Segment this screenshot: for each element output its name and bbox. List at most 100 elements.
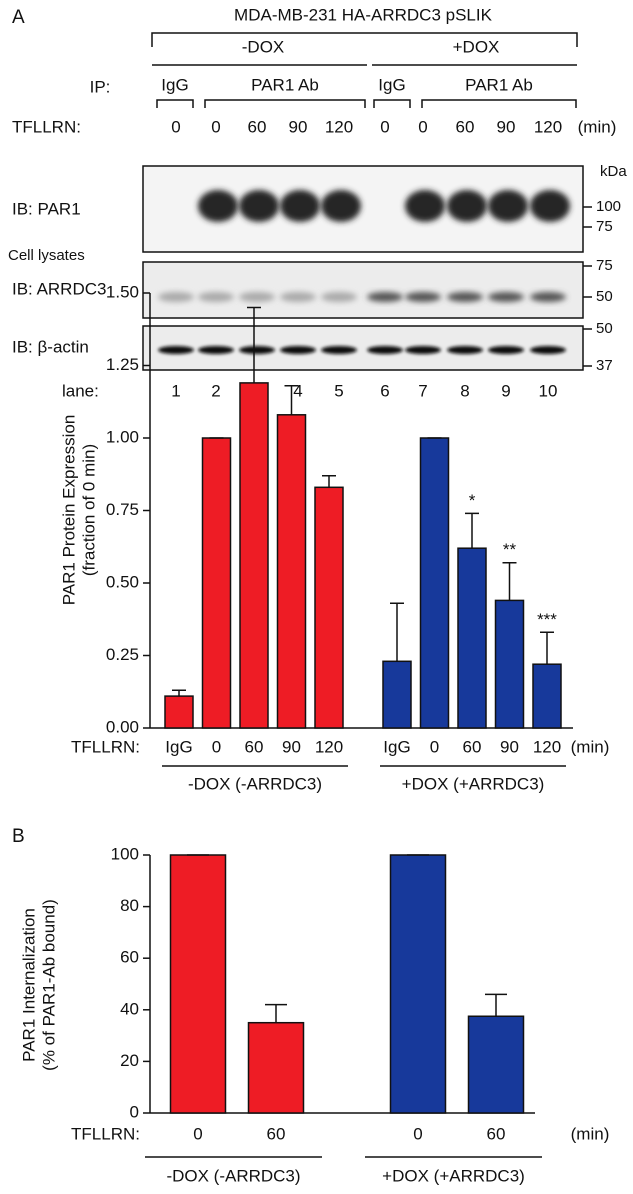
bar xyxy=(169,854,227,1114)
blot-band xyxy=(405,190,445,222)
bar xyxy=(419,437,450,729)
lane-number: 9 xyxy=(501,381,510,400)
significance-label: ** xyxy=(503,540,517,559)
time-label: 90 xyxy=(497,117,516,136)
blot-band xyxy=(447,190,487,222)
x-tick-label: 120 xyxy=(315,737,343,756)
bar xyxy=(247,1021,305,1114)
blot-band xyxy=(405,292,441,302)
x-tick-label: 0 xyxy=(430,737,439,756)
x-tick-label: 60 xyxy=(267,1124,286,1143)
lane-number: 2 xyxy=(211,381,220,400)
lane-number: 10 xyxy=(539,381,558,400)
y-axis-label: (% of PAR1-Ab bound) xyxy=(39,899,58,1071)
bar xyxy=(494,599,525,729)
x-axis-label: TFLLRN: xyxy=(71,1124,140,1143)
y-tick-label: 1.25 xyxy=(106,355,139,374)
time-label: 60 xyxy=(456,117,475,136)
x-unit: (min) xyxy=(571,737,610,756)
marker-label: 50 xyxy=(596,320,613,337)
title-bracket xyxy=(151,32,578,47)
y-axis-label: (fraction of 0 min) xyxy=(79,444,98,576)
blot-row-label: IB: PAR1 xyxy=(12,199,81,218)
blot-panel xyxy=(142,261,584,319)
lane-number: 8 xyxy=(460,381,469,400)
time-label: 120 xyxy=(534,117,562,136)
blot-band xyxy=(530,292,566,302)
ip-group: IgG xyxy=(378,75,405,94)
blot-band xyxy=(321,190,361,222)
error-bar xyxy=(265,1003,287,1023)
marker-label: 75 xyxy=(596,218,613,235)
blot-band xyxy=(321,346,357,354)
marker-label: 100 xyxy=(596,198,621,215)
blot-band xyxy=(239,346,275,354)
x-tick-label: 60 xyxy=(463,737,482,756)
blot-band xyxy=(198,292,234,302)
significance-label: * xyxy=(469,491,476,510)
blot-band xyxy=(280,346,316,354)
x-tick-label: IgG xyxy=(165,737,192,756)
ip-bracket xyxy=(204,99,366,108)
kda-label: kDa xyxy=(600,163,627,180)
group-label: -DOX (-ARRDC3) xyxy=(166,1166,300,1185)
error-bar xyxy=(247,306,261,383)
y-tick-label: 80 xyxy=(120,896,139,915)
x-tick-label: 60 xyxy=(245,737,264,756)
time-label: 0 xyxy=(211,117,220,136)
blot-band xyxy=(280,292,316,302)
y-tick-label: 0.25 xyxy=(106,645,139,664)
blot-band xyxy=(530,346,566,354)
blot-band xyxy=(158,346,194,354)
time-label: 90 xyxy=(289,117,308,136)
y-axis-label: PAR1 Protein Expression xyxy=(59,415,78,606)
lysates-label: Cell lysates xyxy=(8,247,85,264)
x-axis-label: TFLLRN: xyxy=(71,737,140,756)
ip-label: IP: xyxy=(90,77,111,96)
bar xyxy=(457,547,487,729)
error-bar xyxy=(465,512,479,549)
blot-band xyxy=(321,292,357,302)
y-tick-label: 40 xyxy=(120,999,139,1018)
bar xyxy=(239,382,269,729)
x-tick-label: 0 xyxy=(212,737,221,756)
significance-label: *** xyxy=(537,610,557,629)
y-tick-label: 1.50 xyxy=(106,282,139,301)
y-tick-label: 100 xyxy=(111,844,139,863)
ip-group: IgG xyxy=(161,75,188,94)
blot-band xyxy=(447,292,483,302)
time-unit: (min) xyxy=(578,117,617,136)
lane-number: 6 xyxy=(380,381,389,400)
time-label: 60 xyxy=(248,117,267,136)
blot-band xyxy=(367,292,403,302)
x-tick-label: 60 xyxy=(487,1124,506,1143)
group-label: +DOX xyxy=(453,37,500,56)
lane-number: 5 xyxy=(334,381,343,400)
blot-band xyxy=(447,346,483,354)
error-bar xyxy=(172,689,186,697)
bar xyxy=(201,437,232,729)
x-tick-label: 90 xyxy=(282,737,301,756)
y-tick-label: 0.00 xyxy=(106,717,139,736)
lane-label: lane: xyxy=(62,381,99,400)
ip-bracket xyxy=(421,99,577,108)
lane-number: 7 xyxy=(418,381,427,400)
blot-band xyxy=(530,190,570,222)
ip-group: PAR1 Ab xyxy=(465,75,533,94)
blot-band xyxy=(280,190,320,222)
ip-group: PAR1 Ab xyxy=(251,75,319,94)
y-tick-label: 20 xyxy=(120,1051,139,1070)
blot-band xyxy=(198,190,238,222)
blot-title: MDA-MB-231 HA-ARRDC3 pSLIK xyxy=(234,5,493,24)
time-label: 0 xyxy=(171,117,180,136)
y-tick-label: 1.00 xyxy=(106,427,139,446)
blot-band xyxy=(158,292,194,302)
x-unit: (min) xyxy=(571,1124,610,1143)
x-tick-label: 0 xyxy=(413,1124,422,1143)
x-tick-label: 90 xyxy=(500,737,519,756)
bar xyxy=(314,486,344,729)
time-label: 120 xyxy=(325,117,353,136)
ip-bracket xyxy=(156,99,194,108)
error-bar xyxy=(284,385,299,415)
panel-label: B xyxy=(12,826,25,847)
